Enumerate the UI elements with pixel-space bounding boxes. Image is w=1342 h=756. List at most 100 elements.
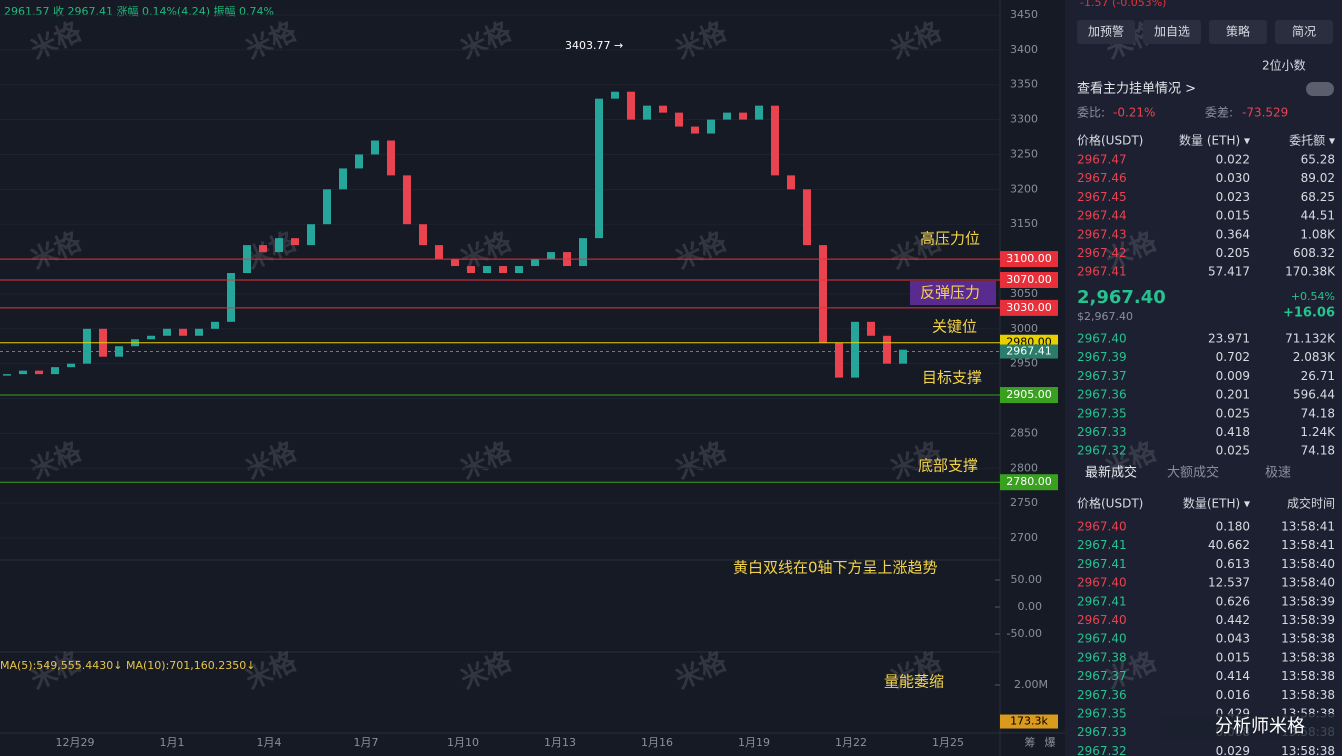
date-label: 1月7 [354, 736, 379, 749]
book-cell: 2967.35 [1077, 406, 1127, 420]
book-cell: 2967.45 [1077, 190, 1127, 204]
candle [275, 238, 283, 253]
candle [371, 140, 379, 155]
book-cell: 2967.39 [1077, 350, 1127, 364]
price-tick-label: 3300 [1010, 113, 1038, 126]
date-label: 1月19 [738, 736, 770, 749]
book-cell: 0.025 [1216, 444, 1250, 458]
main-orders[interactable]: 查看主力挂单情况 > [1077, 81, 1196, 97]
last-price-tag [1000, 344, 1058, 359]
button-label[interactable]: 策略 [1226, 24, 1250, 39]
mid-price: 2,967.40 [1077, 287, 1166, 308]
button[interactable] [1275, 20, 1333, 44]
candle [163, 328, 171, 336]
book-cell: 608.32 [1293, 246, 1335, 260]
tab[interactable]: 最新成交 [1085, 465, 1137, 481]
candle [195, 328, 203, 336]
book-cell: 74.18 [1301, 406, 1335, 420]
trade-cell: 0.043 [1216, 632, 1250, 646]
level-tag [1000, 474, 1058, 491]
trade-cell: 13:58:41 [1281, 520, 1335, 534]
button[interactable] [1209, 20, 1267, 44]
book-cell: 0.364 [1216, 227, 1250, 241]
candle [659, 105, 667, 113]
candle [67, 363, 75, 368]
diff: 委差: [1205, 106, 1233, 120]
trade-cell: 0.442 [1216, 613, 1250, 627]
button-label[interactable]: 加自选 [1154, 25, 1190, 39]
book-cell: 2967.41 [1077, 265, 1127, 279]
date-label: 1月16 [641, 736, 673, 749]
trade-cell: 2967.40 [1077, 576, 1127, 590]
book-cell: 0.025 [1216, 406, 1250, 420]
annotation: 高压力位 [920, 230, 980, 248]
decimals[interactable]: 2位小数 [1262, 58, 1306, 73]
annotation-box [910, 281, 996, 305]
price-tick-label: 2700 [1010, 531, 1038, 544]
signature-bg [1160, 714, 1342, 740]
toggle[interactable] [1306, 82, 1334, 96]
candle [483, 266, 491, 274]
date-label: 1月25 [932, 736, 964, 749]
candle [115, 346, 123, 357]
trade-cell: 2967.32 [1077, 744, 1127, 756]
candle [755, 105, 763, 120]
book-cell: 71.132K [1285, 332, 1336, 346]
book-cell: 23.971 [1208, 332, 1250, 346]
book-cell: 2967.40 [1077, 332, 1127, 346]
candle [787, 175, 795, 190]
trade-cell: 0.626 [1216, 594, 1250, 608]
book-cell: 0.418 [1216, 425, 1250, 439]
macd-tick-label: 0.00 [1018, 600, 1043, 613]
trade-cell: 13:58:38 [1281, 650, 1335, 664]
candle [707, 119, 715, 134]
date-label: 1月10 [447, 736, 479, 749]
book-cell: 1.24K [1300, 425, 1336, 439]
book-cell: 65.28 [1301, 153, 1335, 167]
candle [307, 224, 315, 246]
candle [531, 259, 539, 267]
candle [339, 168, 347, 190]
chart-bg [0, 0, 1065, 756]
button[interactable] [1143, 20, 1201, 44]
trade-cell: 2967.41 [1077, 594, 1127, 608]
level-tag-label: 3070.00 [1006, 273, 1052, 286]
candle [227, 273, 235, 322]
price-tick-label: 3350 [1010, 78, 1038, 91]
button[interactable] [1077, 20, 1135, 44]
book-cell: 74.18 [1301, 444, 1335, 458]
candle [515, 266, 523, 274]
trade-cell: 0.016 [1216, 688, 1250, 702]
candle [211, 321, 219, 329]
trade-cell: 2967.35 [1077, 707, 1127, 721]
button-label[interactable]: 简况 [1292, 25, 1316, 39]
tab[interactable]: 大额成交 [1167, 465, 1219, 481]
trade-cell: 0.613 [1216, 557, 1250, 571]
tab[interactable]: 极速 [1265, 466, 1291, 481]
book-cell: 1.08K [1300, 227, 1336, 241]
book-cell: 2967.36 [1077, 388, 1127, 402]
price-tick-label: 3400 [1010, 43, 1038, 56]
date-label: 1月4 [257, 736, 282, 749]
signature: 分析师米格 [1215, 716, 1305, 737]
header-info: 2961.57 收 2967.41 涨幅 0.14%(4.24) 振幅 0.74… [4, 4, 274, 18]
button-label[interactable]: 加预警 [1088, 24, 1124, 39]
candle [179, 328, 187, 336]
price-tick-label: 3150 [1010, 217, 1038, 230]
book-cell: 57.417 [1208, 265, 1250, 279]
date-label: 1月13 [544, 736, 576, 749]
candle [595, 98, 603, 239]
book-cell: 44.51 [1301, 209, 1335, 223]
book-header: 数量 (ETH) ▾ [1179, 133, 1250, 148]
book-cell: 2967.32 [1077, 444, 1127, 458]
book-cell: 2.083K [1293, 350, 1336, 364]
book-cell: 2967.43 [1077, 227, 1127, 241]
trade-cell: 13:58:38 [1281, 688, 1335, 702]
annotation: 目标支撑 [922, 369, 982, 387]
candle [739, 112, 747, 120]
volume-last-label: 173.3k [1010, 715, 1048, 728]
level-tag-label: 2780.00 [1006, 475, 1052, 488]
trade-cell: 2967.41 [1077, 557, 1127, 571]
trade-cell: 13:58:39 [1281, 594, 1335, 608]
candle [771, 105, 779, 176]
